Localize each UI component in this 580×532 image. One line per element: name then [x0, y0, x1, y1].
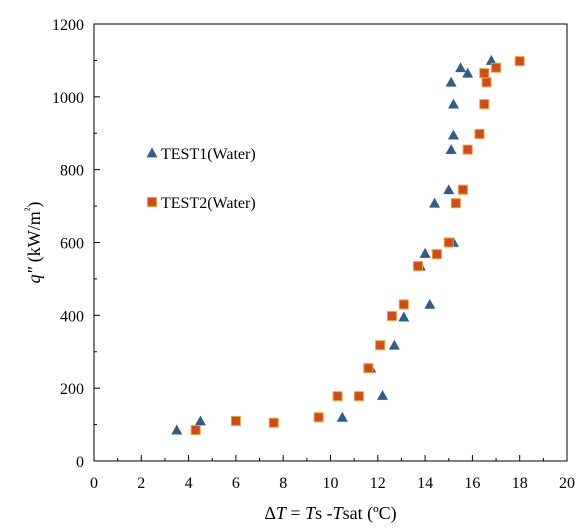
legend-label: TEST2(Water): [161, 195, 256, 212]
x-tick-label: 14: [417, 475, 433, 492]
triangle-marker: [398, 311, 410, 322]
square-marker: [481, 77, 492, 88]
triangle-marker: [377, 389, 389, 400]
data-series-layer: [171, 54, 525, 436]
legend-marker: [146, 147, 158, 158]
square-marker: [514, 56, 525, 67]
legend-label: TEST1(Water): [161, 146, 256, 163]
legend-marker: [147, 197, 157, 207]
square-marker: [474, 128, 485, 139]
x-tick-label: 10: [323, 475, 339, 492]
square-marker: [491, 62, 502, 73]
series-2: [190, 56, 525, 436]
square-marker: [443, 237, 454, 248]
square-marker: [375, 340, 386, 351]
triangle-marker: [429, 197, 441, 208]
x-axis-title: ΔT = Ts -Tsat (ºC): [264, 503, 396, 524]
triangle-marker: [447, 129, 459, 140]
square-marker: [450, 198, 461, 209]
square-marker: [190, 425, 201, 436]
square-marker: [398, 299, 409, 310]
y-tick-label: 400: [60, 308, 84, 325]
x-tick-label: 6: [232, 475, 240, 492]
x-tick-label: 4: [185, 475, 193, 492]
plot-frame: [93, 23, 568, 462]
x-tick-label: 2: [137, 475, 145, 492]
triangle-marker: [171, 424, 183, 435]
square-marker: [479, 99, 490, 110]
square-marker: [353, 391, 364, 402]
x-tick-label: 8: [279, 475, 287, 492]
triangle-marker: [455, 62, 467, 73]
triangle-marker: [443, 184, 455, 195]
plot-border: [93, 23, 568, 462]
triangle-marker: [424, 298, 436, 309]
x-tick-label: 20: [559, 475, 575, 492]
square-marker: [413, 261, 424, 272]
triangle-marker: [445, 144, 457, 155]
square-marker: [462, 144, 473, 155]
y-tick-label: 1200: [52, 17, 84, 34]
triangle-marker: [388, 339, 400, 350]
y-tick-label: 600: [60, 236, 84, 253]
square-marker: [363, 363, 374, 374]
square-marker: [431, 249, 442, 260]
square-marker: [457, 184, 468, 195]
y-tick-label: 200: [60, 381, 84, 398]
square-marker: [230, 415, 241, 426]
square-marker: [268, 417, 279, 428]
x-tick-label: 16: [464, 475, 480, 492]
square-marker: [332, 391, 343, 402]
y-tick-label: 1000: [52, 90, 84, 107]
y-tick-label: 0: [76, 454, 84, 471]
triangle-marker: [194, 415, 206, 426]
y-axis-ticks: 0 200 400 600 800 1000 1200: [52, 17, 100, 471]
x-tick-label: 0: [90, 475, 98, 492]
y-tick-label: 800: [60, 163, 84, 180]
legend: TEST1(Water) TEST2(Water): [146, 146, 256, 212]
square-marker: [386, 311, 397, 322]
triangle-marker: [445, 76, 457, 87]
triangle-marker: [485, 54, 497, 65]
x-axis-ticks: 0 2 4 6 8 10 12 14 16 18 20: [90, 455, 575, 492]
triangle-marker: [447, 98, 459, 109]
y-axis-title: q" (kW/m²): [22, 202, 45, 284]
square-marker: [313, 412, 324, 423]
x-tick-label: 12: [370, 475, 386, 492]
triangle-marker: [336, 411, 348, 422]
square-marker: [479, 68, 490, 79]
x-tick-label: 18: [512, 475, 528, 492]
triangle-marker: [462, 67, 474, 78]
triangle-marker: [419, 247, 431, 258]
